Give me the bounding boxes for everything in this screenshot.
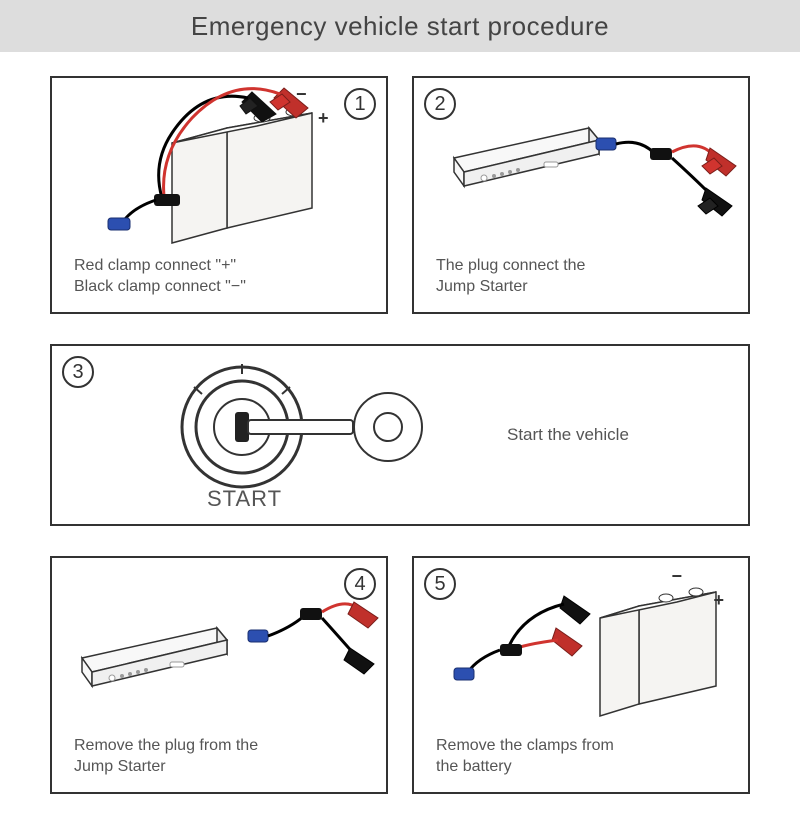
step-5-plus: +: [713, 590, 724, 611]
step-5-caption: Remove the clamps from the battery: [436, 735, 614, 778]
jumpstarter-unplug-illustration: [52, 558, 390, 733]
step-2-caption: The plug connect the Jump Starter: [436, 255, 585, 298]
ignition-key-illustration: [132, 352, 492, 512]
step-1-minus: −: [296, 84, 307, 105]
step-2-panel: 2 The plug connect the: [412, 76, 750, 314]
step-3-caption: Start the vehicle: [507, 424, 629, 447]
step-1-plus: +: [318, 108, 329, 129]
step-5-minus: −: [671, 566, 682, 587]
battery-remove-clamps-illustration: [414, 558, 752, 733]
ignition-label: START: [207, 486, 282, 512]
step-1-panel: 1 − + Red clamp connect "+": [50, 76, 388, 314]
step-1-caption: Red clamp connect "+" Black clamp connec…: [74, 255, 246, 298]
title-bar: Emergency vehicle start procedure: [0, 0, 800, 52]
jumpstarter-plug-illustration: [414, 78, 752, 253]
step-4-caption: Remove the plug from the Jump Starter: [74, 735, 258, 778]
step-4-panel: 4 Remove the plug from the Jump Starter: [50, 556, 388, 794]
page-title: Emergency vehicle start procedure: [191, 11, 609, 42]
step-5-panel: 5 − + Remove the clamps from the battery: [412, 556, 750, 794]
step-3-panel: 3 START Start the vehicle: [50, 344, 750, 526]
battery-clamps-illustration: [52, 78, 390, 253]
step-3-badge: 3: [62, 356, 94, 388]
step-3-number: 3: [72, 361, 83, 384]
